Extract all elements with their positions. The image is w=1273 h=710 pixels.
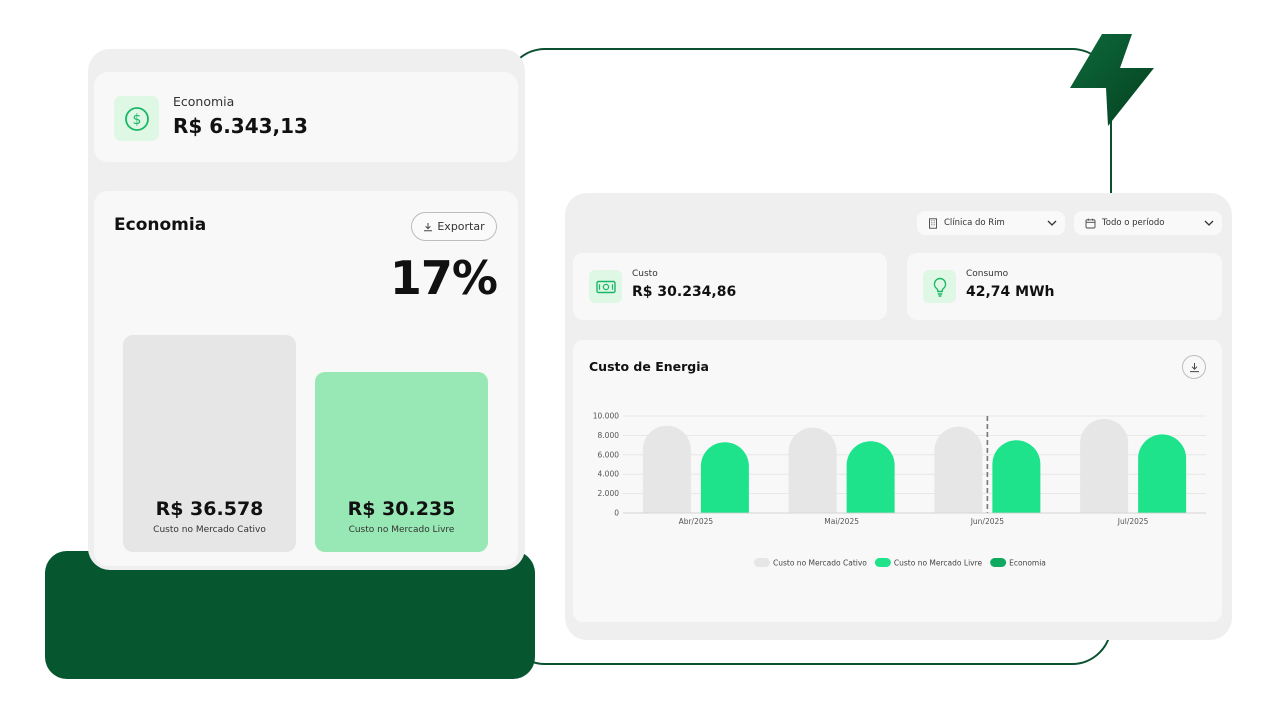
economy-panel-title: Economia (114, 215, 207, 235)
legend-swatch (990, 558, 1007, 567)
x-tick-label: Jun/2025 (970, 517, 1005, 526)
cativo-cost-caption: Custo no Mercado Cativo (153, 525, 266, 535)
economy-summary (94, 72, 518, 162)
chart-bar (846, 441, 895, 513)
chart-download-button[interactable] (1182, 355, 1206, 379)
cost-stat-label: Custo (632, 269, 658, 279)
economy-summary-value: R$ 6.343,13 (173, 114, 308, 138)
y-tick-label: 10.000 (593, 412, 619, 421)
chart-bar (700, 442, 749, 513)
building-icon (929, 217, 937, 229)
y-tick-label: 6.000 (598, 450, 620, 459)
livre-cost-bar: R$ 30.235 Custo no Mercado Livre (315, 372, 488, 552)
legend-swatch (874, 558, 891, 567)
export-button[interactable]: Exportar (411, 212, 497, 241)
cost-stat-card: Custo R$ 30.234,86 (573, 253, 887, 320)
clinic-select[interactable]: Clínica do Rim (917, 211, 1065, 235)
y-tick-label: 4.000 (598, 470, 620, 479)
calendar-icon (1085, 218, 1096, 228)
x-tick-label: Abr/2025 (679, 517, 714, 526)
chart-bar (788, 427, 837, 513)
lightning-bolt-icon (1070, 34, 1154, 126)
cativo-cost-value: R$ 36.578 (155, 498, 264, 520)
chart-bar (992, 440, 1041, 513)
download-icon (1189, 362, 1199, 372)
period-select-value: Todo o período (1102, 218, 1165, 228)
dollar-circle-icon: $ (114, 96, 159, 141)
export-button-label: Exportar (437, 220, 485, 233)
download-icon (424, 222, 433, 231)
chart-bar (934, 426, 983, 513)
chart-bar (1138, 434, 1187, 513)
consumption-stat-label: Consumo (966, 269, 1009, 279)
clinic-select-value: Clínica do Rim (944, 218, 1005, 228)
livre-cost-caption: Custo no Mercado Livre (348, 525, 455, 535)
legend-label: Custo no Mercado Livre (894, 559, 983, 568)
legend-label: Custo no Mercado Cativo (773, 559, 867, 568)
x-tick-label: Mai/2025 (824, 517, 859, 526)
cativo-cost-bar: R$ 36.578 Custo no Mercado Cativo (123, 335, 296, 552)
chart-bar (1080, 418, 1129, 513)
y-tick-label: 2.000 (598, 489, 620, 498)
lightbulb-icon (923, 270, 956, 303)
period-select[interactable]: Todo o período (1074, 211, 1222, 235)
y-tick-label: 0 (614, 509, 619, 518)
economy-percent: 17% (389, 251, 498, 305)
chart-bar (642, 425, 691, 513)
cash-icon (589, 270, 622, 303)
cost-stat-value: R$ 30.234,86 (632, 284, 737, 300)
consumption-stat-value: 42,74 MWh (966, 284, 1055, 300)
consumption-stat-card: Consumo 42,74 MWh (907, 253, 1222, 320)
decorative-green-block (45, 551, 535, 679)
chevron-down-icon (1047, 220, 1057, 226)
legend-swatch (754, 558, 770, 567)
y-tick-label: 8.000 (598, 431, 620, 440)
chart-title: Custo de Energia (589, 359, 709, 374)
chevron-down-icon (1204, 220, 1214, 226)
legend-label: Economia (1009, 559, 1046, 568)
livre-cost-value: R$ 30.235 (347, 498, 456, 520)
x-tick-label: Jul/2025 (1117, 517, 1149, 526)
energy-cost-chart: 10.000 8.000 6.000 4.000 2.000 0 Abr/2025 Mai/2… (593, 412, 1206, 568)
economy-summary-label: Economia (173, 94, 235, 109)
svg-text:$: $ (132, 112, 141, 128)
